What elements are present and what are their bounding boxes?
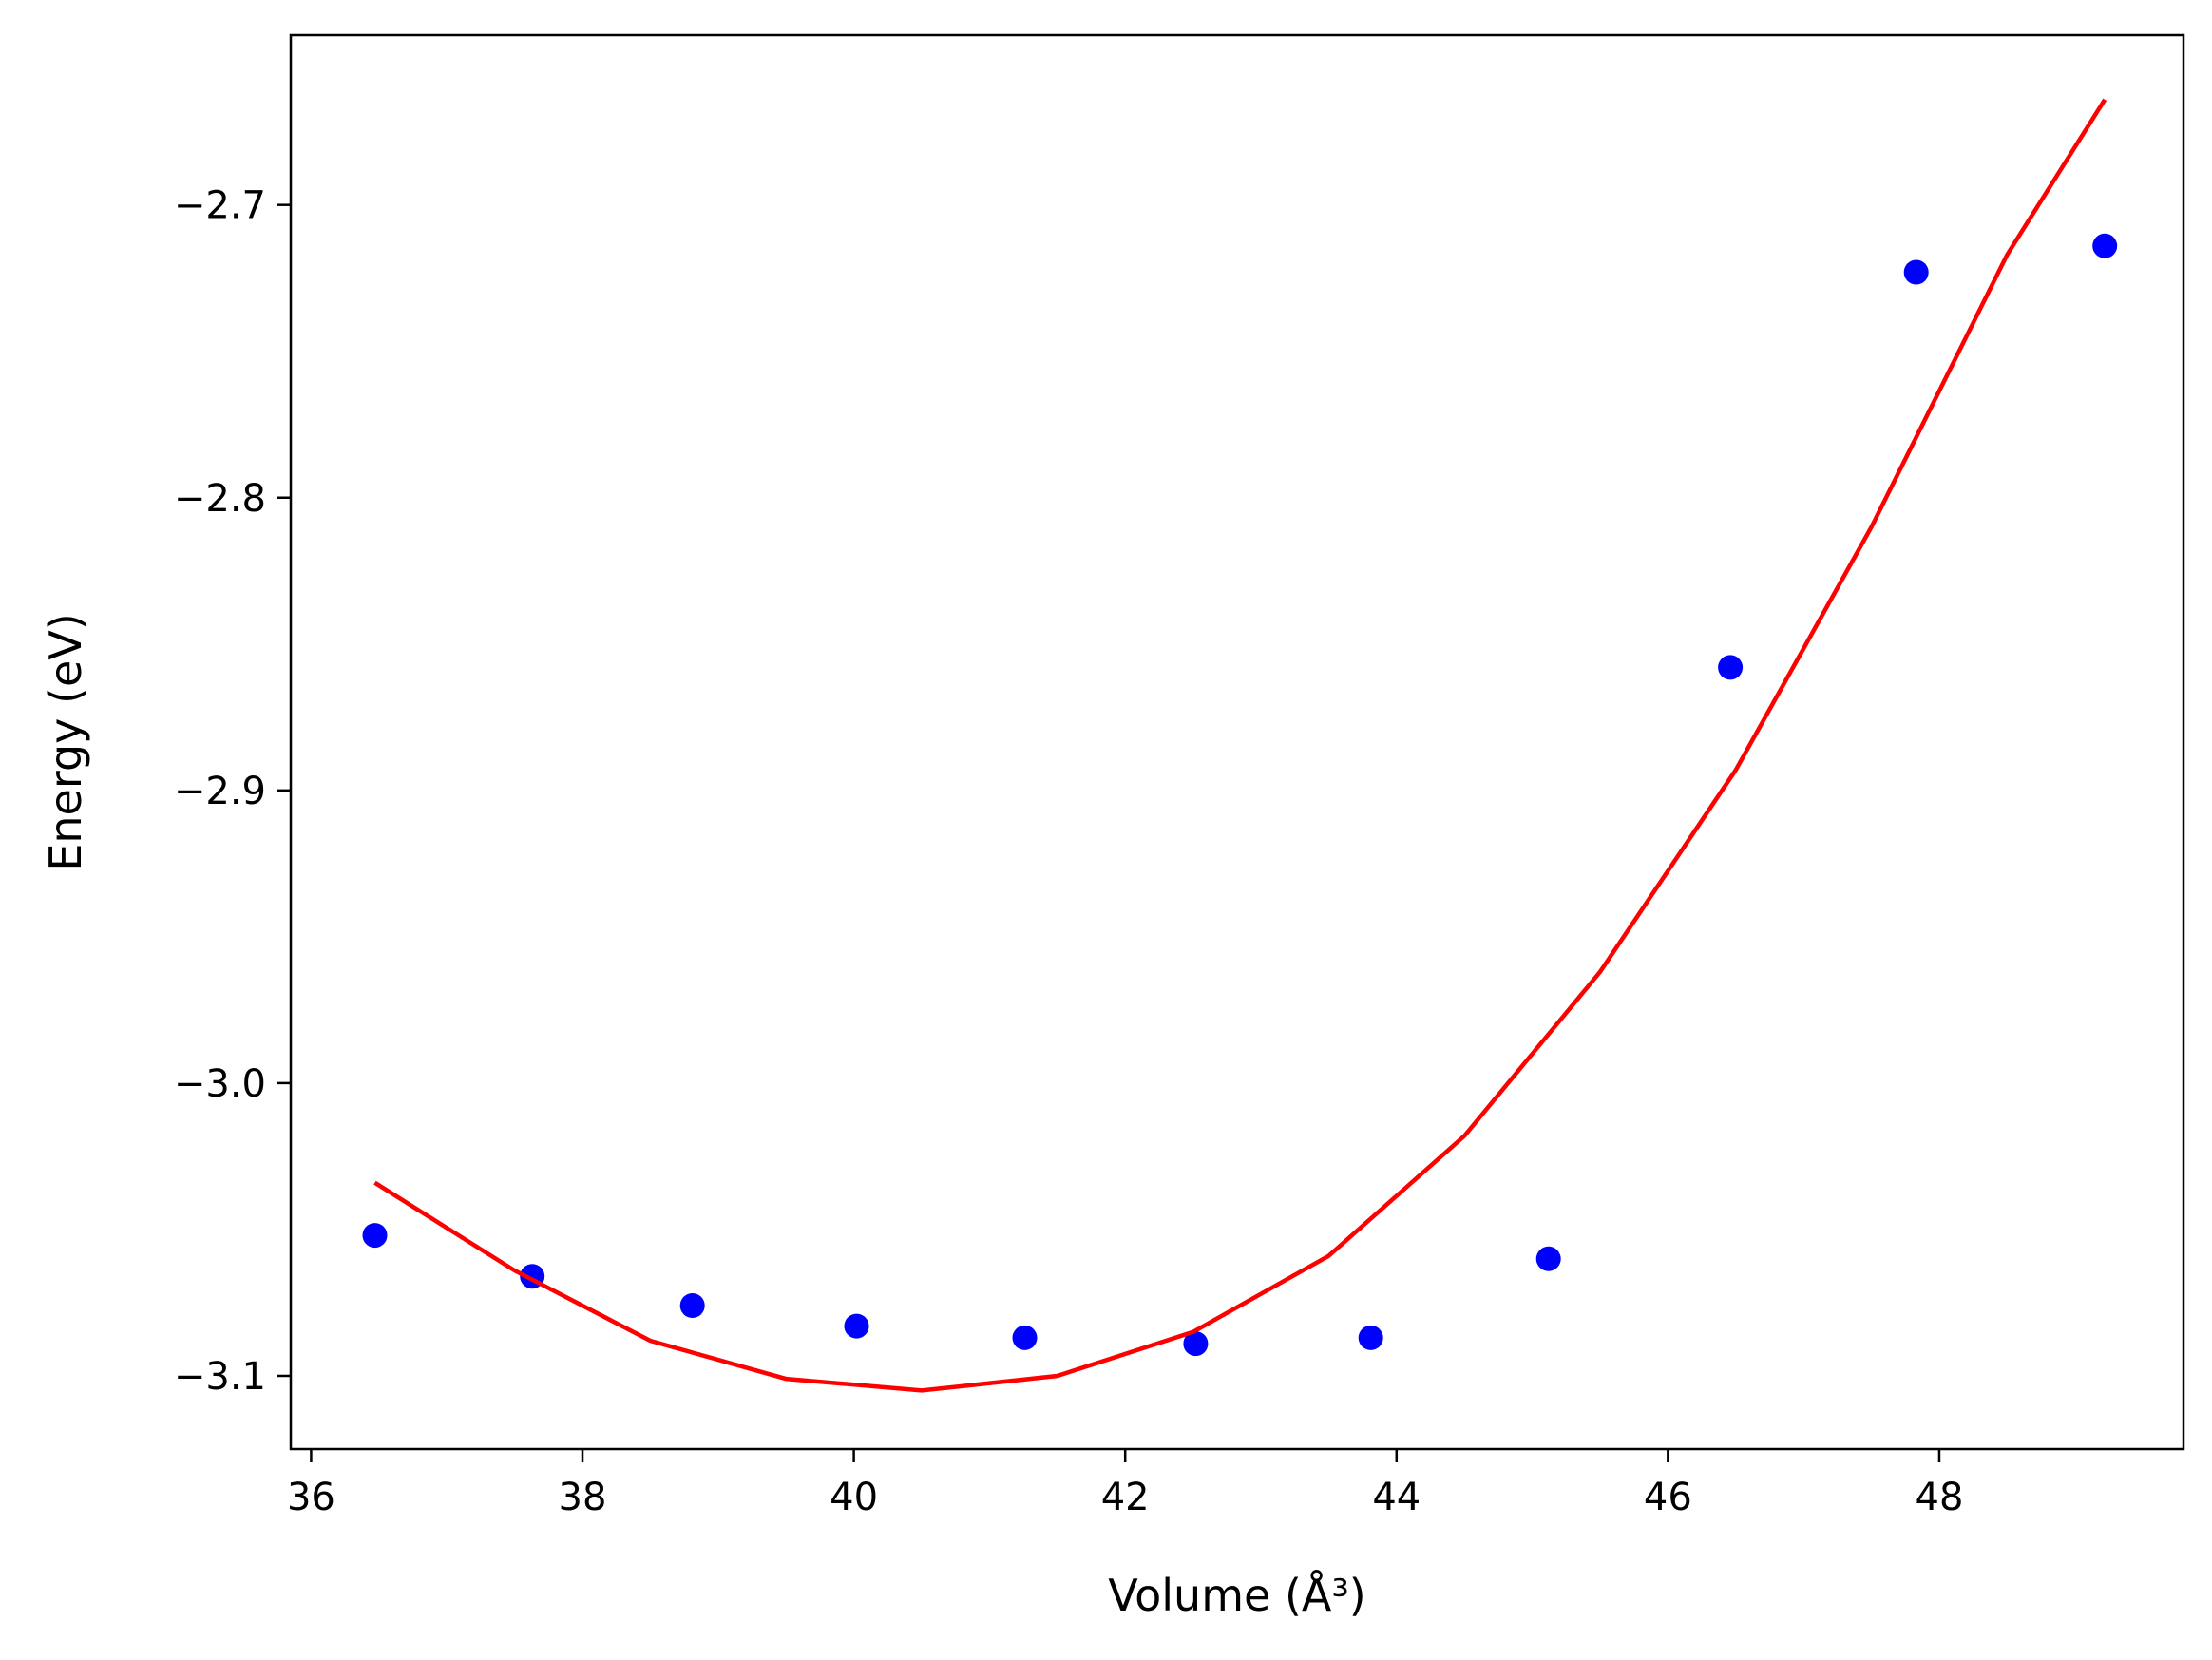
x-tick-label: 40 [830, 1476, 878, 1519]
x-tick-label: 48 [1916, 1476, 1964, 1519]
data-point [362, 1223, 388, 1249]
y-tick-label: −3.0 [174, 1062, 266, 1106]
data-point [679, 1293, 705, 1318]
x-tick-label: 46 [1644, 1476, 1692, 1519]
x-axis-ticks: 36 38 40 42 44 46 48 [287, 1449, 1963, 1519]
fit-curve [373, 98, 2107, 1393]
data-point [1358, 1325, 1383, 1350]
plot-frame [289, 33, 2185, 1451]
data-point [1183, 1331, 1209, 1357]
y-tick-label: −2.8 [174, 477, 266, 521]
data-point [1903, 259, 1929, 285]
plot-content [362, 98, 2118, 1393]
data-point [1012, 1325, 1038, 1350]
data-point [844, 1313, 869, 1339]
y-tick-label: −2.9 [174, 770, 266, 813]
x-tick-label: 38 [559, 1476, 607, 1519]
x-tick-label: 44 [1372, 1476, 1421, 1519]
y-axis-label: Energy (eV) [40, 613, 91, 870]
y-axis-ticks: −3.1 −3.0 −2.9 −2.8 −2.7 [174, 184, 291, 1399]
x-axis-label: Volume (Å³) [1108, 1570, 1366, 1621]
data-point [1718, 655, 1744, 680]
y-tick-label: −3.1 [174, 1355, 266, 1399]
data-point [1535, 1246, 1561, 1271]
x-tick-label: 42 [1101, 1476, 1150, 1519]
data-point [2092, 233, 2118, 258]
y-tick-label: −2.7 [174, 184, 266, 228]
x-tick-label: 36 [287, 1476, 335, 1519]
